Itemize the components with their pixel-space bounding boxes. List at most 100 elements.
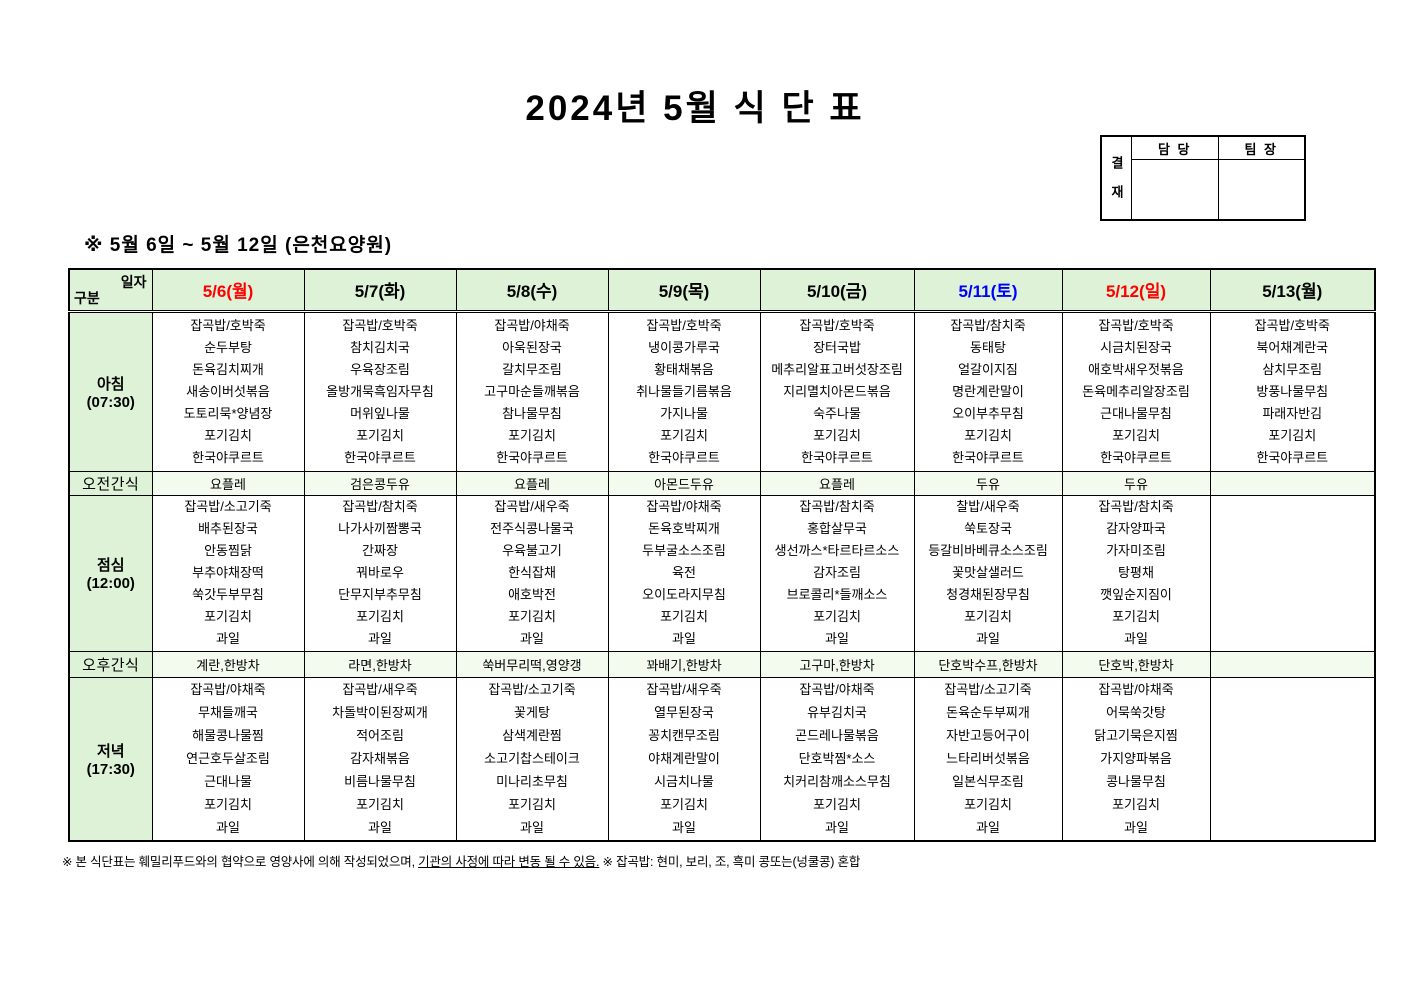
menu-item: 잡곡밥/호박죽 xyxy=(190,317,266,333)
menu-item: 냉이콩가루국 xyxy=(648,339,720,355)
menu-item: 얼갈이지짐 xyxy=(958,361,1018,377)
menu-item: 새송이버섯볶음 xyxy=(186,383,270,399)
menu-item: 연근호두살조림 xyxy=(186,751,270,767)
row-breakfast: 아침 (07:30) 잡곡밥/호박죽 순두부탕 돈육김치찌개 새송이버섯볶음 도토리묵*양념… xyxy=(68,310,1376,472)
menu-item: 안동찜닭 xyxy=(204,543,252,558)
menu-item: 돈육김치찌개 xyxy=(192,361,264,377)
menu-item: 과일 xyxy=(368,820,392,836)
menu-item: 잡곡밥/소고기죽 xyxy=(944,682,1032,698)
menu-item: 적어조림 xyxy=(356,728,404,744)
row-dinner: 저녁 (17:30) 잡곡밥/야채죽 무채들깨국 해물콩나물찜 연근호두살조림 근대나물 포기… xyxy=(68,676,1376,842)
approval-sign-cell-timjang xyxy=(1217,160,1305,219)
menu-item: 포기김치 xyxy=(356,797,404,813)
menu-item: 숙주나물 xyxy=(813,405,861,421)
menu-item: 꽁치캔무조림 xyxy=(648,728,720,744)
menu-item: 근대나물 xyxy=(204,774,252,790)
row-label-text: 오후간식 xyxy=(82,656,140,674)
breakfast-cell-7: 잡곡밥/호박죽 북어채계란국 삼치무조림 방풍나물무침 파래자반김 포기김치 한국야쿠르트 xyxy=(1209,310,1376,472)
lunch-cell-3: 잡곡밥/야채죽 돈육호박찌개 두부굴소스조림 육전 오이도라지무침 포기김치 과일 xyxy=(607,494,761,652)
menu-item: 포기김치 xyxy=(1112,609,1160,624)
menu-item: 애호박전 xyxy=(508,587,556,602)
am-snack-cell-6: 두유 xyxy=(1061,470,1211,496)
menu-item: 무채들깨국 xyxy=(198,705,258,721)
corner-cell: 일자 구분 xyxy=(68,268,153,313)
row-am-snack: 오전간식 요플레 검은콩두유 요플레 아몬드두유 요플레 두유 두유 xyxy=(68,470,1376,496)
menu-item: 고구마순들깨볶음 xyxy=(484,383,580,399)
menu-item: 잡곡밥/새우죽 xyxy=(494,499,570,514)
dinner-cell-2: 잡곡밥/소고기죽 꽃게탕 삼색계란찜 소고기찹스테이크 미나리초무침 포기김치 과일 xyxy=(455,676,609,842)
menu-item: 가지나물 xyxy=(660,405,708,421)
approval-col-damdang: 담 당 xyxy=(1157,141,1192,157)
menu-item: 생선까스*타르타르소스 xyxy=(774,543,900,558)
menu-item: 갈치무조림 xyxy=(502,361,562,377)
menu-item: 포기김치 xyxy=(660,797,708,813)
menu-item: 쑥갓두부무침 xyxy=(192,587,264,602)
pm-snack-cell-7 xyxy=(1209,650,1376,678)
menu-item: 오이부추무침 xyxy=(952,405,1024,421)
menu-item: 한식잡채 xyxy=(508,565,556,580)
dinner-cell-0: 잡곡밥/야채죽 무채들깨국 해물콩나물찜 연근호두살조림 근대나물 포기김치 과일 xyxy=(151,676,305,842)
menu-item: 한국야쿠르트 xyxy=(1256,449,1329,465)
menu-item: 배추된장국 xyxy=(198,521,258,536)
menu-item: 잡곡밥/야채죽 xyxy=(494,317,570,333)
menu-item: 장터국밥 xyxy=(813,339,861,355)
menu-item: 머위잎나물 xyxy=(350,405,410,421)
breakfast-cell-2: 잡곡밥/야채죽 아욱된장국 갈치무조림 고구마순들깨볶음 참나물무침 포기김치 한국야쿠르트 xyxy=(455,310,609,472)
menu-item: 잡곡밥/참치죽 xyxy=(342,499,418,514)
menu-item: 포기김치 xyxy=(204,797,252,813)
menu-table-body: 아침 (07:30) 잡곡밥/호박죽 순두부탕 돈육김치찌개 새송이버섯볶음 도토리묵*양념… xyxy=(68,310,1376,842)
menu-item: 포기김치 xyxy=(1112,797,1160,813)
menu-item: 포기김치 xyxy=(1268,427,1317,443)
am-snack-cell-2: 요플레 xyxy=(455,470,609,496)
date-header-7: 5/13(월) xyxy=(1209,268,1376,313)
menu-item: 소고기찹스테이크 xyxy=(484,751,580,767)
row-label-lunch: 점심 (12:00) xyxy=(68,494,153,652)
menu-item: 잡곡밥/소고기죽 xyxy=(488,682,576,698)
menu-item: 시금치나물 xyxy=(654,774,714,790)
menu-item: 잡곡밥/소고기죽 xyxy=(184,499,272,514)
menu-item: 과일 xyxy=(1124,631,1148,646)
menu-item: 한국야쿠르트 xyxy=(496,449,568,465)
row-label-pm-snack: 오후간식 xyxy=(68,650,153,678)
menu-item: 한국야쿠르트 xyxy=(192,449,264,465)
menu-item: 한국야쿠르트 xyxy=(344,449,416,465)
menu-item: 명란계란말이 xyxy=(952,383,1024,399)
breakfast-cell-5: 잡곡밥/참치죽 동태탕 얼갈이지짐 명란계란말이 오이부추무침 포기김치 한국야쿠르트 xyxy=(913,310,1063,472)
menu-item: 등갈비바베큐소스조림 xyxy=(928,543,1048,558)
date-header-3: 5/9(목) xyxy=(607,268,761,313)
menu-item: 포기김치 xyxy=(204,609,252,624)
menu-item: 잡곡밥/참치죽 xyxy=(950,317,1026,333)
menu-item: 포기김치 xyxy=(660,427,708,443)
menu-item: 과일 xyxy=(520,631,544,646)
footnote-underlined: 기관의 사정에 따라 변동 될 수 있음. xyxy=(418,855,600,869)
menu-item: 콩나물무침 xyxy=(1106,774,1166,790)
pm-snack-cell-5: 단호박수프,한방차 xyxy=(913,650,1063,678)
approval-header-row: 담 당 팀 장 xyxy=(1132,137,1304,160)
menu-item: 두부굴소스조림 xyxy=(642,543,726,558)
pm-snack-cell-0: 계란,한방차 xyxy=(151,650,305,678)
footnote-part2: ※ 잡곡밥: 현미, 보리, 조, 흑미 콩또는(넝쿨콩) 혼합 xyxy=(599,855,861,869)
menu-item: 포기김치 xyxy=(204,427,252,443)
menu-item: 해물콩나물찜 xyxy=(192,728,264,744)
row-label-dinner: 저녁 (17:30) xyxy=(68,676,153,842)
menu-item: 근대나물무침 xyxy=(1100,405,1172,421)
row-label-time: (12:00) xyxy=(86,575,135,592)
menu-item: 느타리버섯볶음 xyxy=(946,751,1030,767)
menu-item: 취나물들기름볶음 xyxy=(636,383,732,399)
date-header-row: 일자 구분 5/6(월) 5/7(화) 5/8(수) 5/9(목) 5/10(금) 5/1… xyxy=(68,268,1376,313)
lunch-cell-4: 잡곡밥/참치죽 홍합살무국 생선까스*타르타르소스 감자조림 브로콜리*들깨소스 포기김치… xyxy=(759,494,915,652)
pm-snack-cell-1: 라면,한방차 xyxy=(303,650,457,678)
menu-item: 잡곡밥/호박죽 xyxy=(342,317,418,333)
row-label-text: 점심 xyxy=(96,557,125,574)
menu-item: 한국야쿠르트 xyxy=(801,449,873,465)
lunch-cell-5: 찰밥/새우죽 쑥토장국 등갈비바베큐소스조림 꽃맛살샐러드 청경채된장무침 포기김치 과일 xyxy=(913,494,1063,652)
menu-item: 잡곡밥/참치죽 xyxy=(1098,499,1174,514)
menu-item: 애호박새우젓볶음 xyxy=(1088,361,1184,377)
menu-item: 포기김치 xyxy=(964,609,1012,624)
approval-box: 결재 담 당 팀 장 xyxy=(1100,135,1306,221)
row-label-time: (17:30) xyxy=(86,760,135,778)
corner-label-category: 구분 xyxy=(74,289,100,306)
footnote-part1: ※ 본 식단표는 훼밀리푸드와의 협약으로 영양사에 의해 작성되었으며, xyxy=(62,855,419,869)
menu-item: 우육불고기 xyxy=(502,543,562,558)
